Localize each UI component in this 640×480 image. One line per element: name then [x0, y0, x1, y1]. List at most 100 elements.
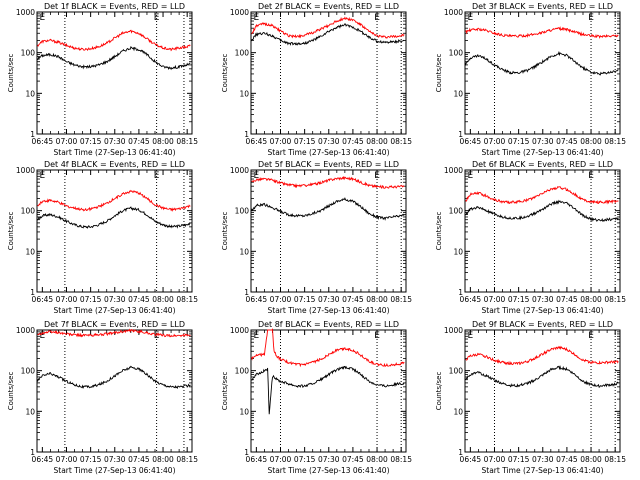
x-tick-label: 07:15 — [508, 137, 530, 146]
y-tick-label: 100 — [235, 367, 250, 376]
x-tick-label: 08:15 — [604, 455, 626, 464]
x-axis-label: Start Time (27-Sep-13 06:41:40) — [268, 306, 390, 315]
panel-title: Det 4f BLACK = Events, RED = LLD — [44, 160, 185, 169]
panel-title: Det 9f BLACK = Events, RED = LLD — [472, 320, 613, 329]
series-line-events — [37, 365, 191, 390]
series-line-lld — [37, 189, 191, 212]
y-tick-label: 1 — [458, 448, 463, 457]
y-axis-label: Counts/sec — [7, 372, 15, 411]
x-tick-label: 07:30 — [318, 455, 340, 464]
y-axis-label: Counts/sec — [221, 54, 229, 93]
x-tick-label: 07:15 — [294, 137, 316, 146]
x-tick-label: 07:45 — [556, 295, 578, 304]
x-tick-label: 07:30 — [532, 295, 554, 304]
e-marker: E — [154, 13, 160, 23]
e-marker: E — [588, 13, 594, 23]
x-tick-label: 07:45 — [342, 455, 364, 464]
x-tick-label: 08:15 — [604, 137, 626, 146]
panel-det-6: Det 6f BLACK = Events, RED = LLD 1 10 100 10… — [435, 160, 626, 315]
y-tick-label: 1000 — [230, 166, 249, 175]
x-tick-label: 08:15 — [390, 137, 412, 146]
x-tick-label: 08:15 — [390, 455, 412, 464]
panel-det-4: Det 4f BLACK = Events, RED = LLD 1 10 100 10… — [7, 160, 198, 315]
e-marker: E — [254, 331, 260, 341]
y-tick-label: 10 — [453, 247, 463, 256]
e-marker: E — [588, 331, 594, 341]
y-tick-label: 1000 — [16, 8, 35, 17]
series-line-events — [251, 365, 405, 415]
y-tick-label: 100 — [21, 207, 36, 216]
e-marker: E — [40, 331, 46, 341]
y-axis-label: Counts/sec — [7, 54, 15, 93]
y-tick-label: 1000 — [444, 326, 463, 335]
x-tick-label: 07:15 — [294, 295, 316, 304]
series-line-events — [251, 197, 405, 221]
e-marker: E — [374, 13, 380, 23]
y-tick-label: 1000 — [230, 326, 249, 335]
x-tick-label: 08:15 — [176, 137, 198, 146]
x-axis-label: Start Time (27-Sep-13 06:41:40) — [268, 466, 390, 475]
series-line-lld — [251, 16, 405, 39]
x-tick-label: 07:00 — [484, 295, 506, 304]
series-line-events — [37, 46, 191, 71]
x-tick-label: 07:30 — [532, 455, 554, 464]
e-marker: E — [468, 331, 474, 341]
y-tick-label: 1 — [30, 448, 35, 457]
e-marker: E — [374, 171, 380, 181]
plot-frame — [250, 11, 407, 135]
x-tick-label: 06:45 — [460, 295, 482, 304]
x-tick-label: 08:00 — [366, 137, 388, 146]
x-tick-label: 08:00 — [152, 295, 174, 304]
y-tick-label: 10 — [239, 407, 249, 416]
x-axis-label: Start Time (27-Sep-13 06:41:40) — [54, 148, 176, 157]
x-tick-label: 07:30 — [104, 137, 126, 146]
y-tick-label: 10 — [25, 89, 35, 98]
panel-title: Det 7f BLACK = Events, RED = LLD — [44, 320, 185, 329]
y-tick-label: 1 — [458, 130, 463, 139]
x-tick-label: 06:45 — [460, 455, 482, 464]
x-tick-label: 08:00 — [580, 295, 602, 304]
y-axis-label: Counts/sec — [7, 212, 15, 251]
x-tick-label: 08:15 — [604, 295, 626, 304]
y-tick-label: 1 — [244, 288, 249, 297]
series-line-lld — [37, 29, 191, 52]
x-tick-label: 07:00 — [484, 455, 506, 464]
e-marker: E — [468, 13, 474, 23]
panel-title: Det 3f BLACK = Events, RED = LLD — [472, 2, 613, 11]
panel-det-2: Det 2f BLACK = Events, RED = LLD 1 10 100 10… — [221, 2, 412, 157]
x-tick-label: 06:45 — [32, 455, 54, 464]
e-marker: E — [254, 171, 260, 181]
x-tick-label: 08:00 — [366, 455, 388, 464]
plot-frame — [36, 11, 193, 135]
x-tick-label: 07:30 — [318, 295, 340, 304]
x-tick-label: 06:45 — [32, 137, 54, 146]
y-tick-label: 10 — [453, 89, 463, 98]
x-tick-label: 07:00 — [270, 137, 292, 146]
e-marker: E — [40, 171, 46, 181]
series-line-lld — [465, 26, 619, 39]
x-axis-label: Start Time (27-Sep-13 06:41:40) — [54, 466, 176, 475]
panel-det-8: Det 8f BLACK = Events, RED = LLD 1 10 100 10… — [221, 320, 412, 475]
x-tick-label: 08:15 — [176, 295, 198, 304]
x-tick-label: 07:00 — [56, 455, 78, 464]
y-tick-label: 100 — [449, 207, 464, 216]
x-tick-label: 08:00 — [366, 295, 388, 304]
e-marker: E — [154, 331, 160, 341]
series-line-lld — [251, 328, 405, 368]
x-tick-label: 07:00 — [484, 137, 506, 146]
x-axis-label: Start Time (27-Sep-13 06:41:40) — [482, 466, 604, 475]
x-axis-label: Start Time (27-Sep-13 06:41:40) — [54, 306, 176, 315]
x-tick-label: 07:45 — [342, 295, 364, 304]
x-tick-label: 06:45 — [460, 137, 482, 146]
series-line-events — [37, 206, 191, 229]
x-tick-label: 07:15 — [508, 295, 530, 304]
y-axis-label: Counts/sec — [435, 212, 443, 251]
y-axis-label: Counts/sec — [221, 372, 229, 411]
panel-title: Det 6f BLACK = Events, RED = LLD — [472, 160, 613, 169]
y-tick-label: 10 — [239, 247, 249, 256]
y-tick-label: 1000 — [444, 8, 463, 17]
x-tick-label: 08:00 — [152, 455, 174, 464]
panel-title: Det 1f BLACK = Events, RED = LLD — [44, 2, 185, 11]
x-tick-label: 07:30 — [104, 455, 126, 464]
y-tick-label: 1000 — [16, 166, 35, 175]
